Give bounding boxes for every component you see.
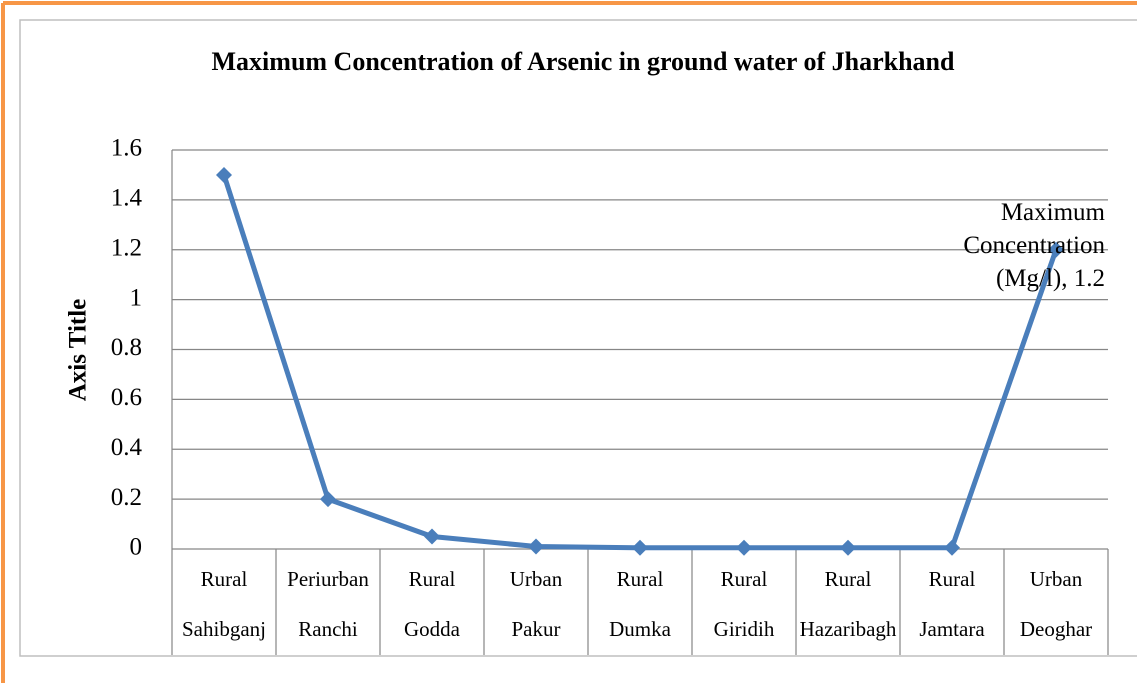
marker <box>632 539 648 556</box>
x-tick-label: Rural <box>409 567 456 591</box>
x-tick-label: Dumka <box>609 617 672 641</box>
y-tick-label: 0.8 <box>111 334 142 361</box>
y-tick-label: 0.4 <box>111 434 143 461</box>
y-tick-label: 1.6 <box>111 135 142 162</box>
marker <box>424 528 440 545</box>
y-tick-label: 1.4 <box>111 185 143 212</box>
x-tick-label: Rural <box>617 567 664 591</box>
x-tick-label: Urban <box>1030 567 1083 591</box>
x-tick-label: Sahibganj <box>182 617 266 641</box>
marker <box>944 539 960 556</box>
x-tick-label: Hazaribagh <box>800 617 897 641</box>
x-tick-label: Pakur <box>512 617 561 641</box>
x-tick-label: Deoghar <box>1020 617 1092 641</box>
x-tick-label: Rural <box>929 567 976 591</box>
x-tick-label: Rural <box>825 567 872 591</box>
y-tick-label: 0.2 <box>111 484 142 511</box>
chart-border <box>19 19 1137 657</box>
x-tick-label: Urban <box>510 567 563 591</box>
x-tick-label: Godda <box>404 617 461 641</box>
y-axis-title: Axis Title <box>65 299 92 402</box>
marker <box>840 539 856 556</box>
x-tick-label: Ranchi <box>298 617 358 641</box>
marker <box>528 538 544 555</box>
y-tick-label: 1 <box>130 284 143 311</box>
marker <box>320 491 336 508</box>
data-label: Maximum Concentration (Mg/l), 1.2 <box>963 199 1105 292</box>
x-tick-label: Periurban <box>287 567 369 591</box>
x-tick-label: Giridih <box>714 617 775 641</box>
y-tick-label: 1.2 <box>111 234 142 261</box>
marker <box>736 539 752 556</box>
y-tick-label: 0 <box>130 534 143 561</box>
line <box>221 174 1059 551</box>
marker <box>216 166 232 183</box>
chart-title: Maximum Concentration of Arsenic in grou… <box>211 47 955 76</box>
x-tick-label: Rural <box>201 567 248 591</box>
y-tick-label: 0.6 <box>111 384 142 411</box>
x-tick-label: Rural <box>721 567 768 591</box>
x-tick-label: Jamtara <box>919 617 985 641</box>
marker <box>1048 241 1064 258</box>
